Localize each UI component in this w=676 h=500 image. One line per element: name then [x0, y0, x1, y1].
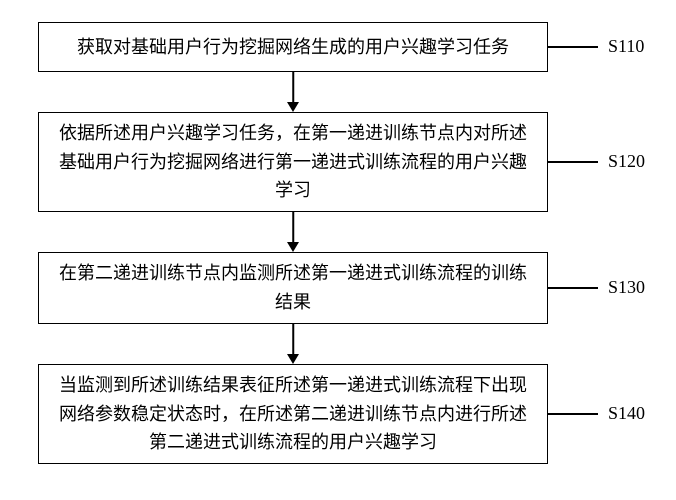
flow-node-n1: 获取对基础用户行为挖掘网络生成的用户兴趣学习任务: [38, 22, 548, 72]
flow-node-text: 获取对基础用户行为挖掘网络生成的用户兴趣学习任务: [77, 33, 509, 62]
leader-line: [548, 46, 598, 48]
flow-node-text: 当监测到所述训练结果表征所述第一递进式训练流程下出现网络参数稳定状态时，在所述第…: [57, 371, 529, 457]
flow-arrow-line: [292, 324, 294, 356]
leader-line: [548, 413, 598, 415]
flow-arrow-head: [287, 354, 299, 364]
leader-line: [548, 161, 598, 163]
flow-arrow-head: [287, 102, 299, 112]
flow-node-text: 依据所述用户兴趣学习任务，在第一递进训练节点内对所述基础用户行为挖掘网络进行第一…: [57, 119, 529, 205]
flow-arrow-head: [287, 242, 299, 252]
flow-step-label: S110: [608, 36, 644, 57]
flow-step-label: S130: [608, 277, 645, 298]
flow-step-label: S120: [608, 151, 645, 172]
flow-node-text: 在第二递进训练节点内监测所述第一递进式训练流程的训练结果: [57, 259, 529, 317]
flow-node-n3: 在第二递进训练节点内监测所述第一递进式训练流程的训练结果: [38, 252, 548, 324]
leader-line: [548, 287, 598, 289]
flow-arrow-line: [292, 212, 294, 244]
flow-node-n2: 依据所述用户兴趣学习任务，在第一递进训练节点内对所述基础用户行为挖掘网络进行第一…: [38, 112, 548, 212]
flow-arrow-line: [292, 72, 294, 104]
flow-node-n4: 当监测到所述训练结果表征所述第一递进式训练流程下出现网络参数稳定状态时，在所述第…: [38, 364, 548, 464]
flow-step-label: S140: [608, 403, 645, 424]
flowchart-container: 获取对基础用户行为挖掘网络生成的用户兴趣学习任务 S110 依据所述用户兴趣学习任务…: [0, 0, 676, 500]
